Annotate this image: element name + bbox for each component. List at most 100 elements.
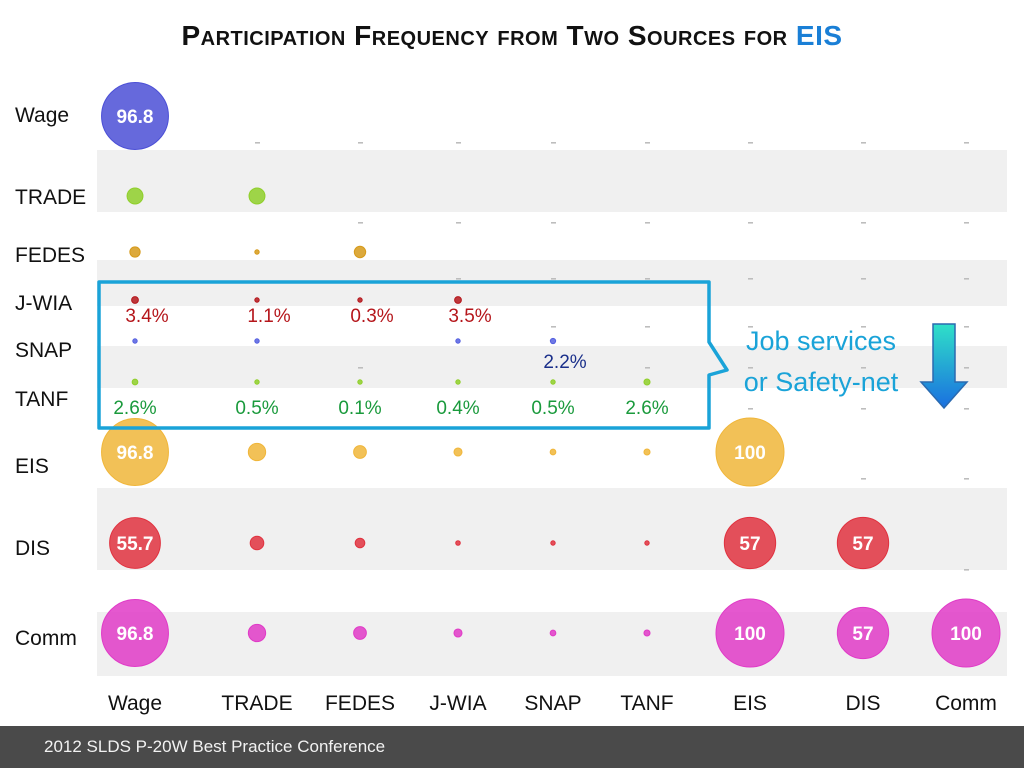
title-main: Participation Frequency from Two Sources… xyxy=(181,20,788,51)
col-label-fedes: FEDES xyxy=(325,692,395,715)
bubble-eis-wage xyxy=(101,418,169,486)
tanf-percent-label: 2.6% xyxy=(625,398,668,419)
bubble-comm-eis xyxy=(715,598,785,668)
bubble-j-wia-fedes xyxy=(357,297,363,303)
empty-cell-dash xyxy=(861,478,866,480)
bubble-comm-dis xyxy=(836,606,890,660)
bubble-comm-wage xyxy=(101,599,169,667)
empty-cell-dash xyxy=(551,222,556,224)
bubble-value-label: 57 xyxy=(852,534,873,555)
bubble-value-label: 96.8 xyxy=(117,624,154,645)
bubble-dis-eis xyxy=(723,516,777,570)
empty-cell-dash xyxy=(861,278,866,280)
arrow-down-icon xyxy=(919,323,969,410)
empty-cell-dash xyxy=(645,222,650,224)
row-label-trade: TRADE xyxy=(15,186,86,209)
empty-cell-dash xyxy=(964,326,969,328)
empty-cell-dash xyxy=(861,367,866,369)
bubble-value-label: 100 xyxy=(734,624,766,645)
bubble-snap-j-wia xyxy=(455,338,461,344)
bubble-dis-j-wia xyxy=(455,540,461,546)
bubble-comm-comm xyxy=(931,598,1001,668)
col-label-snap: SNAP xyxy=(524,692,581,715)
empty-cell-dash xyxy=(964,142,969,144)
empty-cell-dash xyxy=(748,326,753,328)
bubble-fedes-wage xyxy=(129,246,141,258)
empty-cell-dash xyxy=(456,222,461,224)
bubble-wage-wage xyxy=(101,82,169,150)
bubble-dis-fedes xyxy=(354,537,366,549)
empty-cell-dash xyxy=(358,222,363,224)
empty-cell-dash xyxy=(964,408,969,410)
bubble-tanf-wage xyxy=(131,378,139,386)
bubble-value-label: 100 xyxy=(950,624,982,645)
empty-cell-dash xyxy=(551,278,556,280)
empty-cell-dash xyxy=(645,367,650,369)
bubble-comm-tanf xyxy=(643,629,651,637)
bubble-comm-snap xyxy=(549,629,557,637)
bubble-eis-trade xyxy=(247,442,267,462)
empty-cell-dash xyxy=(456,278,461,280)
empty-cell-dash xyxy=(358,367,363,369)
empty-cell-dash xyxy=(645,142,650,144)
empty-cell-dash xyxy=(551,326,556,328)
bubble-fedes-trade xyxy=(254,249,260,255)
bubble-dis-trade xyxy=(249,535,265,551)
tanf-percent-label: 0.4% xyxy=(436,398,479,419)
highlight-callout-box xyxy=(97,280,729,430)
col-label-trade: TRADE xyxy=(221,692,292,715)
jwia-percent-label: 3.4% xyxy=(125,306,168,327)
col-label-dis: DIS xyxy=(845,692,880,715)
row-label-tanf: TANF xyxy=(15,388,68,411)
callout-text-line2: or Safety-net xyxy=(744,367,899,397)
empty-cell-dash xyxy=(748,142,753,144)
bubble-tanf-trade xyxy=(254,379,260,385)
tanf-percent-label: 0.5% xyxy=(235,398,278,419)
col-label-tanf: TANF xyxy=(620,692,673,715)
bubble-dis-snap xyxy=(550,540,556,546)
bubble-comm-j-wia xyxy=(453,628,463,638)
bubble-value-label: 96.8 xyxy=(117,443,154,464)
bubble-value-label: 57 xyxy=(852,624,873,645)
row-label-wage: Wage xyxy=(15,104,69,127)
empty-cell-dash xyxy=(748,278,753,280)
bubble-j-wia-j-wia xyxy=(454,296,462,304)
bubble-eis-fedes xyxy=(353,445,367,459)
jwia-percent-label: 1.1% xyxy=(247,306,290,327)
jwia-percent-label: 3.5% xyxy=(448,306,491,327)
row-label-snap: SNAP xyxy=(15,339,72,362)
empty-cell-dash xyxy=(456,142,461,144)
bubble-trade-trade xyxy=(248,187,266,205)
empty-cell-dash xyxy=(964,569,969,571)
col-label-eis: EIS xyxy=(733,692,767,715)
page-title: Participation Frequency from Two Sources… xyxy=(0,20,1024,52)
row-label-eis: EIS xyxy=(15,455,49,478)
bubble-trade-wage xyxy=(126,187,144,205)
bubble-tanf-fedes xyxy=(357,379,363,385)
bubble-tanf-tanf xyxy=(643,378,651,386)
bubble-tanf-snap xyxy=(550,379,556,385)
bubble-j-wia-wage xyxy=(131,296,139,304)
empty-cell-dash xyxy=(645,278,650,280)
empty-cell-dash xyxy=(551,142,556,144)
empty-cell-dash xyxy=(964,278,969,280)
empty-cell-dash xyxy=(861,326,866,328)
bubble-comm-fedes xyxy=(353,626,367,640)
empty-cell-dash xyxy=(255,142,260,144)
bubble-fedes-fedes xyxy=(353,245,367,259)
bubble-chart: Wage TRADE FEDES J-WIA SNAP TANF EIS DIS Comm Wag… xyxy=(15,82,1007,715)
jwia-percent-label: 0.3% xyxy=(350,306,393,327)
tanf-percent-label: 0.1% xyxy=(338,398,381,419)
empty-cell-dash xyxy=(358,142,363,144)
empty-cell-dash xyxy=(748,367,753,369)
footer-text: 2012 SLDS P-20W Best Practice Conference xyxy=(44,737,386,756)
empty-cell-dash xyxy=(861,408,866,410)
bubble-eis-snap xyxy=(549,448,557,456)
col-label-wage: Wage xyxy=(108,692,162,715)
bubble-value-label: 57 xyxy=(739,534,760,555)
tanf-percent-label: 0.5% xyxy=(531,398,574,419)
empty-cell-dash xyxy=(861,222,866,224)
col-label-comm: Comm xyxy=(935,692,997,715)
bubble-value-label: 55.7 xyxy=(117,534,154,555)
bubble-value-label: 100 xyxy=(734,443,766,464)
